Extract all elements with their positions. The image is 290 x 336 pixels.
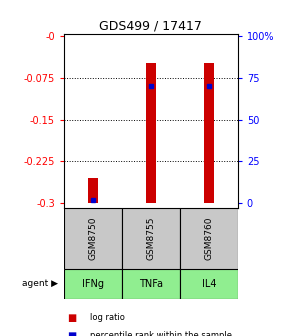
- Text: IL4: IL4: [202, 279, 216, 289]
- Text: GSM8760: GSM8760: [204, 217, 213, 260]
- Bar: [64, 269, 122, 299]
- Bar: [122, 208, 180, 269]
- Bar: [146, 63, 156, 203]
- Text: log ratio: log ratio: [90, 313, 125, 322]
- Bar: [204, 63, 214, 203]
- Bar: [122, 269, 180, 299]
- Bar: [180, 208, 238, 269]
- Title: GDS499 / 17417: GDS499 / 17417: [99, 19, 202, 33]
- Text: agent ▶: agent ▶: [22, 280, 58, 288]
- Text: ■: ■: [67, 312, 76, 323]
- Text: GSM8755: GSM8755: [146, 217, 155, 260]
- Bar: [64, 208, 122, 269]
- Text: TNFa: TNFa: [139, 279, 163, 289]
- Text: ■: ■: [67, 331, 76, 336]
- Text: percentile rank within the sample: percentile rank within the sample: [90, 332, 232, 336]
- Bar: [88, 178, 98, 203]
- Text: IFNg: IFNg: [82, 279, 104, 289]
- Bar: [180, 269, 238, 299]
- Text: GSM8750: GSM8750: [88, 217, 97, 260]
